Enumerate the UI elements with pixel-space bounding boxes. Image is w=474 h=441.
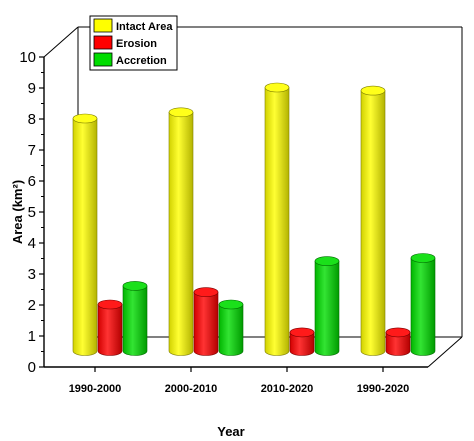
y-tick-label: 5 [28,204,36,221]
x-tick-label: 1990-2020 [357,383,410,395]
x-tick-labels: 1990-2000 2000-2010 2010-2020 1990-2020 [69,367,410,395]
y-tick-label: 7 [28,142,36,159]
y-tick-label: 10 [19,49,36,66]
legend-label: Accretion [116,55,167,67]
y-axis-title: Area (km²) [10,180,25,244]
x-tick-label: 2000-2010 [165,383,218,395]
bar-intact-area [360,85,386,356]
y-tick-label: 6 [28,173,36,190]
bar-intact-area [264,82,290,356]
bar-erosion [97,299,123,356]
bar-erosion [289,327,315,356]
legend: Intact Area Erosion Accretion [89,15,178,71]
bar-intact-area [168,107,194,356]
bar-accretion [410,253,436,356]
legend-swatch [93,18,113,33]
y-tick-label: 9 [28,80,36,97]
legend-label: Intact Area [116,21,173,33]
bar-accretion [218,299,244,356]
depth-edge-top [43,26,79,58]
x-tick-label: 1990-2000 [69,383,122,395]
y-tick-label: 8 [28,111,36,128]
bars [72,82,436,356]
bar-intact-area [72,113,98,356]
bar-erosion [385,327,411,356]
x-tick-label: 2010-2020 [261,383,314,395]
y-tick-labels: 0 1 2 3 4 5 6 7 8 9 10 [19,49,44,376]
y-tick-label: 3 [28,266,36,283]
x-axis-title: Year [217,424,244,439]
bar-erosion [193,287,219,356]
y-tick-label: 2 [28,297,36,314]
legend-swatch [93,35,113,50]
bar-accretion [122,281,148,356]
y-tick-label: 0 [28,359,36,376]
bar-accretion [314,256,340,356]
floor-right-edge [427,336,463,368]
y-tick-label: 4 [28,235,36,252]
legend-swatch [93,52,113,67]
legend-label: Erosion [116,38,157,50]
y-tick-label: 1 [28,328,36,345]
